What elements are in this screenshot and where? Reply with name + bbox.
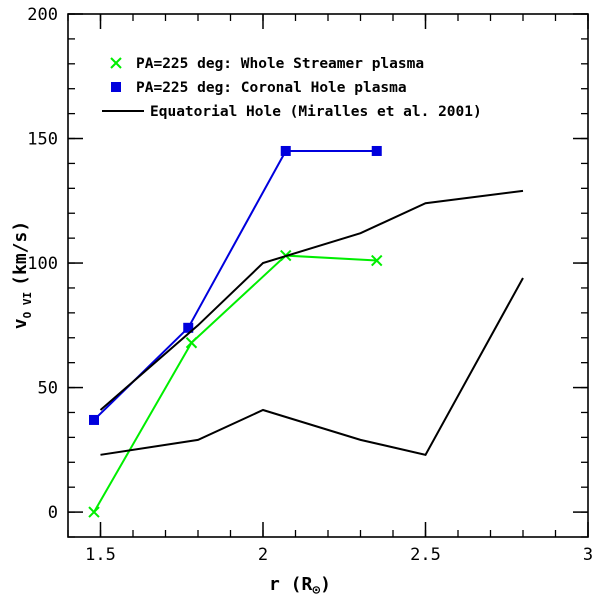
y-tick-label: 50 [38,379,58,399]
y-axis-title: vO VI (km/s) [10,221,34,329]
x-tick-label: 2.5 [410,545,441,565]
series-0 [88,249,383,518]
legend: PA=225 deg: Whole Streamer plasma PA=225 … [102,56,482,120]
series-1-point-square-marker [183,322,194,333]
legend-item-2: Equatorial Hole (Miralles et al. 2001) [102,104,482,120]
series-3-line [100,277,524,456]
series-2-line [99,189,524,411]
series-2 [99,189,524,411]
y-axis-title-main: v [10,318,31,329]
x-axis-title: r (R⊙) [269,574,331,598]
y-tick-label: 150 [27,130,58,150]
x-axis-title-main: r (R [269,574,313,595]
series-3 [100,277,524,456]
y-axis-title-sub: O VI [21,292,34,319]
tick-labels: 1.5 2 2.5 3 0 50 100 150 200 [27,5,593,565]
x-axis-title-close: ) [320,574,331,595]
legend-label: Equatorial Hole (Miralles et al. 2001) [150,104,482,120]
y-axis-title-unit: (km/s) [10,221,31,286]
series-1-point-square-marker [280,145,291,156]
legend-swatch-square-marker [111,82,121,92]
x-tick-label: 1.5 [85,545,116,565]
legend-item-0: PA=225 deg: Whole Streamer plasma [110,56,424,72]
legend-label: PA=225 deg: Coronal Hole plasma [136,80,407,96]
series-0-point-x-marker [185,337,198,349]
series-0-point-x-marker [371,254,383,267]
y-tick-label: 100 [27,254,58,274]
series-1-point-square-marker [89,414,99,425]
series-0-point-x-marker [88,506,100,518]
series-0-line [93,254,377,513]
series-1-point-square-marker [371,145,382,156]
x-axis-title-sub: ⊙ [312,583,320,598]
x-tick-label: 2 [258,545,268,565]
legend-item-1: PA=225 deg: Coronal Hole plasma [111,80,407,96]
series-layer [88,145,524,518]
axis-ticks [67,13,589,538]
x-tick-label: 3 [583,545,593,565]
y-tick-label: 200 [27,5,58,25]
legend-label: PA=225 deg: Whole Streamer plasma [136,56,424,72]
legend-swatch-x-marker [110,57,122,69]
y-tick-label: 0 [48,503,58,523]
